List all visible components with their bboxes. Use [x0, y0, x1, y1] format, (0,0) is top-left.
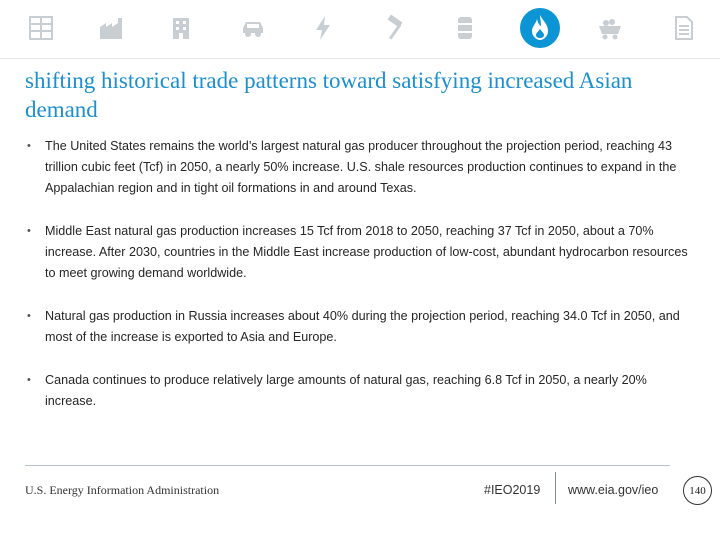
- bullet-item: Middle East natural gas production incre…: [25, 221, 700, 284]
- footer-divider: [555, 472, 556, 504]
- footer-hashtag[interactable]: #IEO2019: [484, 483, 541, 497]
- coal-cart-icon[interactable]: [597, 14, 623, 42]
- car-icon[interactable]: [240, 14, 266, 42]
- gas-flame-icon[interactable]: [520, 8, 560, 48]
- footer-url-link[interactable]: www.eia.gov/ieo: [568, 483, 659, 497]
- building-icon[interactable]: [168, 14, 194, 42]
- document-icon[interactable]: [670, 14, 696, 42]
- oil-barrel-icon[interactable]: [452, 14, 478, 42]
- bullet-item: Natural gas production in Russia increas…: [25, 306, 700, 348]
- bullet-item: The United States remains the world’s la…: [25, 136, 700, 199]
- page-number: 140: [683, 476, 712, 505]
- top-navigation: [0, 0, 720, 59]
- bullet-list: The United States remains the world’s la…: [25, 136, 700, 434]
- factory-icon[interactable]: [98, 14, 124, 42]
- lightning-icon[interactable]: [310, 14, 336, 42]
- footer-rule: [25, 465, 670, 466]
- hammer-icon[interactable]: [382, 14, 408, 42]
- data-tables-icon[interactable]: [28, 14, 54, 42]
- footer-agency: U.S. Energy Information Administration: [25, 483, 220, 497]
- bullet-item: Canada continues to produce relatively l…: [25, 370, 700, 412]
- slide-title: shifting historical trade patterns towar…: [25, 68, 633, 122]
